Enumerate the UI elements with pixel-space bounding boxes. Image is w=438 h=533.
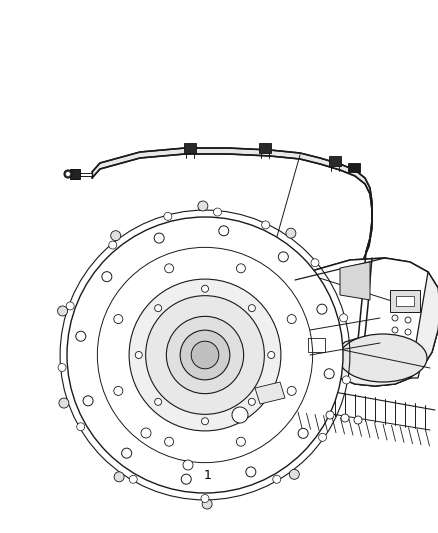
Circle shape xyxy=(405,329,411,335)
Circle shape xyxy=(354,416,362,424)
Circle shape xyxy=(122,448,132,458)
Circle shape xyxy=(392,327,398,333)
Circle shape xyxy=(155,398,162,405)
Polygon shape xyxy=(329,156,341,166)
Circle shape xyxy=(114,386,123,395)
Ellipse shape xyxy=(339,334,427,382)
Circle shape xyxy=(67,217,343,493)
Polygon shape xyxy=(259,143,271,153)
Polygon shape xyxy=(396,296,414,306)
Circle shape xyxy=(114,314,123,324)
Circle shape xyxy=(64,170,72,178)
Circle shape xyxy=(248,305,255,312)
Circle shape xyxy=(248,398,255,405)
Circle shape xyxy=(317,304,327,314)
Polygon shape xyxy=(70,169,80,179)
Circle shape xyxy=(154,233,164,243)
Circle shape xyxy=(83,396,93,406)
Circle shape xyxy=(146,296,265,414)
Polygon shape xyxy=(255,382,285,404)
Circle shape xyxy=(180,330,230,380)
Circle shape xyxy=(326,411,334,419)
Circle shape xyxy=(155,305,162,312)
Polygon shape xyxy=(290,258,438,400)
Circle shape xyxy=(164,212,172,220)
Circle shape xyxy=(202,499,212,509)
Circle shape xyxy=(135,351,142,359)
Circle shape xyxy=(66,172,71,176)
Circle shape xyxy=(166,317,244,394)
Circle shape xyxy=(165,264,173,273)
Circle shape xyxy=(246,467,256,477)
Circle shape xyxy=(109,241,117,249)
Circle shape xyxy=(232,407,248,423)
Circle shape xyxy=(273,475,281,483)
Circle shape xyxy=(318,433,327,441)
Polygon shape xyxy=(340,262,370,300)
Circle shape xyxy=(111,231,121,241)
Polygon shape xyxy=(390,290,420,312)
Circle shape xyxy=(290,470,299,479)
Circle shape xyxy=(59,398,69,408)
Circle shape xyxy=(129,475,137,483)
Polygon shape xyxy=(92,148,372,258)
Circle shape xyxy=(201,495,209,503)
Circle shape xyxy=(58,306,67,316)
Polygon shape xyxy=(100,228,438,463)
Circle shape xyxy=(219,226,229,236)
Text: 1: 1 xyxy=(204,469,212,482)
Circle shape xyxy=(76,331,86,341)
Polygon shape xyxy=(175,455,200,473)
Circle shape xyxy=(213,208,222,216)
Circle shape xyxy=(129,279,281,431)
Circle shape xyxy=(201,285,208,292)
Circle shape xyxy=(405,317,411,323)
Circle shape xyxy=(114,472,124,482)
Polygon shape xyxy=(138,422,155,445)
Polygon shape xyxy=(228,228,248,244)
Polygon shape xyxy=(348,163,360,172)
Circle shape xyxy=(77,423,85,431)
Circle shape xyxy=(286,228,296,238)
Circle shape xyxy=(181,474,191,484)
Circle shape xyxy=(287,314,296,324)
Circle shape xyxy=(324,369,334,379)
Circle shape xyxy=(66,302,74,310)
Circle shape xyxy=(183,460,193,470)
Polygon shape xyxy=(184,143,196,153)
Circle shape xyxy=(278,252,288,262)
Circle shape xyxy=(339,314,348,322)
Circle shape xyxy=(268,351,275,359)
Circle shape xyxy=(311,259,319,266)
Circle shape xyxy=(191,341,219,369)
Circle shape xyxy=(261,221,270,229)
Circle shape xyxy=(58,364,66,372)
Circle shape xyxy=(341,414,349,422)
Circle shape xyxy=(392,315,398,321)
Circle shape xyxy=(141,428,151,438)
Circle shape xyxy=(298,429,308,438)
Circle shape xyxy=(237,264,245,273)
Circle shape xyxy=(343,376,350,384)
Circle shape xyxy=(201,418,208,425)
Circle shape xyxy=(287,386,296,395)
Polygon shape xyxy=(330,272,438,386)
Circle shape xyxy=(165,437,173,446)
Circle shape xyxy=(198,201,208,211)
Circle shape xyxy=(102,272,112,281)
Circle shape xyxy=(237,437,245,446)
